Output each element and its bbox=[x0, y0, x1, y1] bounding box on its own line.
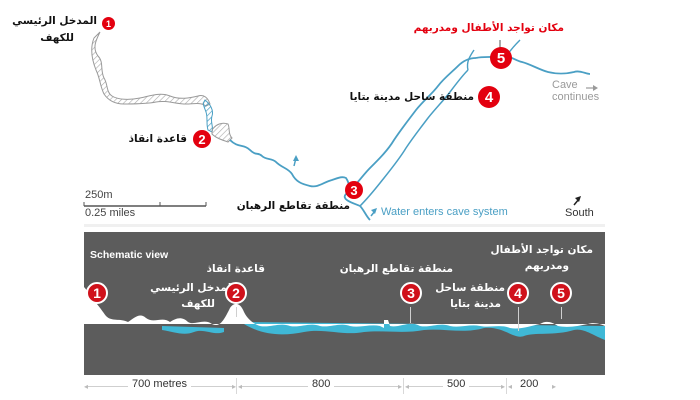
schematic-profile bbox=[84, 287, 605, 340]
distance-segment-2: ◂ ▸ 800 bbox=[238, 378, 402, 394]
schematic-point-2-badge: 2 bbox=[225, 282, 247, 304]
map-point-5-badge: 5 bbox=[490, 47, 512, 69]
arrow-right-icon: ▸ bbox=[551, 382, 556, 391]
schematic-point-4-badge: 4 bbox=[507, 282, 529, 304]
schematic-point-2-leader bbox=[236, 307, 237, 317]
distance-separator bbox=[506, 378, 507, 394]
map-point-4-badge: 4 bbox=[478, 86, 500, 108]
distance-separator bbox=[236, 378, 237, 394]
scale-metres-label: 250m bbox=[85, 189, 113, 201]
schematic-point-2-label: قاعدة انقاذ bbox=[206, 263, 265, 275]
arrow-left-icon: ◂ bbox=[508, 382, 513, 391]
map-point-4-label: منطقة ساحل مدينة بتايا bbox=[349, 91, 474, 103]
schematic-point-1-badge: 1 bbox=[86, 282, 108, 304]
map-point-5-label: مكان تواجد الأطفال ومدربهم bbox=[413, 22, 564, 34]
cave-continues-label: Cave bbox=[552, 79, 578, 91]
distance-label-3: 500 bbox=[443, 378, 470, 390]
water-enters-label: Water enters cave system bbox=[381, 206, 508, 218]
schematic-point-3-leader bbox=[410, 307, 411, 323]
arrow-right-icon: ▸ bbox=[231, 382, 236, 391]
map-point-2-label: قاعدة انقاذ bbox=[128, 133, 187, 145]
scale-miles-label: 0.25 miles bbox=[85, 207, 136, 219]
compass-south-label: South bbox=[565, 207, 594, 219]
schematic-point-1-label-line2: للكهف bbox=[181, 298, 215, 310]
distance-separator bbox=[403, 378, 404, 394]
map-point-1-badge: 1 bbox=[102, 17, 115, 30]
distance-segment-3: ◂ ▸ 500 bbox=[405, 378, 505, 394]
schematic-title: Schematic view bbox=[90, 249, 169, 261]
arrow-right-icon: ▸ bbox=[397, 382, 402, 391]
map-point-1-label: المدخل الرئيسي bbox=[12, 15, 97, 27]
map-point-2-badge: 2 bbox=[193, 130, 211, 148]
arrow-left-icon: ◂ bbox=[84, 382, 89, 391]
arrow-left-icon: ◂ bbox=[238, 382, 243, 391]
schematic-point-3-badge: 3 bbox=[400, 282, 422, 304]
map-point-1-label-line2: للكهف bbox=[40, 32, 74, 44]
distance-segment-4: ◂ ▸ 200 bbox=[508, 378, 556, 394]
schematic-point-4-leader bbox=[518, 307, 519, 331]
schematic-point-4-label-line2: مدينة بتايا bbox=[450, 298, 501, 310]
schematic-point-5-label: مكان تواجد الأطفال bbox=[490, 244, 594, 256]
cave-continues-label-line2: continues bbox=[552, 91, 600, 103]
distance-segment-1: ◂ ▸ 700 metres bbox=[84, 378, 236, 394]
schematic-point-3-label: منطقة تقاطع الرهبان bbox=[339, 263, 453, 275]
schematic-point-4-label: منطقة ساحل bbox=[435, 282, 505, 294]
cave-route-map bbox=[83, 31, 598, 221]
section-divider bbox=[84, 224, 605, 227]
arrow-left-icon: ◂ bbox=[405, 382, 410, 391]
distance-label-2: 800 bbox=[308, 378, 335, 390]
cave-map: 1 المدخل الرئيسي للكهف 2 قاعدة انقاذ 3 م… bbox=[12, 15, 600, 221]
schematic-point-5-label-line2: ومدربهم bbox=[524, 260, 569, 272]
schematic-panel: Schematic view 1 المدخل الرئيسي للكهف 2 … bbox=[84, 232, 605, 375]
arrow-right-icon: ▸ bbox=[500, 382, 505, 391]
map-point-3-badge: 3 bbox=[345, 181, 363, 199]
map-point-3-label: منطقة تقاطع الرهبان bbox=[236, 200, 350, 212]
distance-label-4: 200 bbox=[516, 378, 543, 390]
schematic-point-1-label: المدخل الرئيسي bbox=[150, 282, 235, 294]
distance-label-1: 700 metres bbox=[128, 378, 192, 390]
schematic-point-5-leader bbox=[561, 307, 562, 319]
schematic-point-5-badge: 5 bbox=[550, 282, 572, 304]
